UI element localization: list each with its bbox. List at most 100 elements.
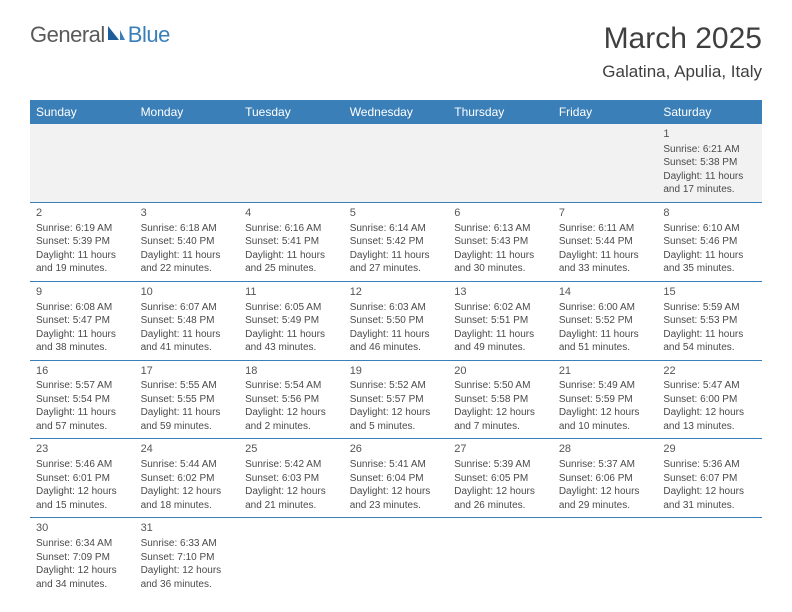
day-number: 18 xyxy=(245,364,338,379)
daylight-text: Daylight: 12 hours and 36 minutes. xyxy=(141,564,234,591)
logo: General Blue xyxy=(30,22,170,48)
daylight-text: Daylight: 12 hours and 23 minutes. xyxy=(350,485,443,512)
daylight-text: Daylight: 12 hours and 10 minutes. xyxy=(559,406,652,433)
daylight-text: Daylight: 11 hours and 51 minutes. xyxy=(559,328,652,355)
sunrise-text: Sunrise: 6:08 AM xyxy=(36,301,129,315)
sunset-text: Sunset: 5:39 PM xyxy=(36,235,129,249)
day-number: 28 xyxy=(559,442,652,457)
daylight-text: Daylight: 11 hours and 49 minutes. xyxy=(454,328,547,355)
calendar-cell xyxy=(344,124,449,202)
daylight-text: Daylight: 12 hours and 5 minutes. xyxy=(350,406,443,433)
calendar-cell: 16Sunrise: 5:57 AMSunset: 5:54 PMDayligh… xyxy=(30,360,135,439)
day-header-row: Sunday Monday Tuesday Wednesday Thursday… xyxy=(30,100,762,124)
day-number: 31 xyxy=(141,521,234,536)
day-number: 13 xyxy=(454,285,547,300)
day-number: 24 xyxy=(141,442,234,457)
sunrise-text: Sunrise: 6:14 AM xyxy=(350,222,443,236)
sunrise-text: Sunrise: 6:11 AM xyxy=(559,222,652,236)
calendar-cell: 25Sunrise: 5:42 AMSunset: 6:03 PMDayligh… xyxy=(239,439,344,518)
calendar-cell: 29Sunrise: 5:36 AMSunset: 6:07 PMDayligh… xyxy=(657,439,762,518)
sunrise-text: Sunrise: 5:50 AM xyxy=(454,379,547,393)
daylight-text: Daylight: 12 hours and 26 minutes. xyxy=(454,485,547,512)
daylight-text: Daylight: 12 hours and 7 minutes. xyxy=(454,406,547,433)
calendar-cell xyxy=(30,124,135,202)
day-number: 15 xyxy=(663,285,756,300)
sunrise-text: Sunrise: 6:16 AM xyxy=(245,222,338,236)
calendar-cell xyxy=(344,518,449,596)
sunrise-text: Sunrise: 5:44 AM xyxy=(141,458,234,472)
calendar-cell: 12Sunrise: 6:03 AMSunset: 5:50 PMDayligh… xyxy=(344,281,449,360)
day-number: 26 xyxy=(350,442,443,457)
day-number: 27 xyxy=(454,442,547,457)
sunset-text: Sunset: 5:56 PM xyxy=(245,393,338,407)
day-header: Saturday xyxy=(657,100,762,124)
sunset-text: Sunset: 7:09 PM xyxy=(36,551,129,565)
calendar-cell: 27Sunrise: 5:39 AMSunset: 6:05 PMDayligh… xyxy=(448,439,553,518)
day-number: 7 xyxy=(559,206,652,221)
calendar-cell: 2Sunrise: 6:19 AMSunset: 5:39 PMDaylight… xyxy=(30,202,135,281)
daylight-text: Daylight: 11 hours and 43 minutes. xyxy=(245,328,338,355)
sunrise-text: Sunrise: 5:46 AM xyxy=(36,458,129,472)
sunrise-text: Sunrise: 5:55 AM xyxy=(141,379,234,393)
calendar-cell: 10Sunrise: 6:07 AMSunset: 5:48 PMDayligh… xyxy=(135,281,240,360)
day-header: Wednesday xyxy=(344,100,449,124)
sunrise-text: Sunrise: 5:47 AM xyxy=(663,379,756,393)
sunrise-text: Sunrise: 6:03 AM xyxy=(350,301,443,315)
day-number: 16 xyxy=(36,364,129,379)
calendar-week-row: 30Sunrise: 6:34 AMSunset: 7:09 PMDayligh… xyxy=(30,518,762,596)
daylight-text: Daylight: 11 hours and 17 minutes. xyxy=(663,170,756,197)
sunset-text: Sunset: 5:51 PM xyxy=(454,314,547,328)
sunset-text: Sunset: 6:03 PM xyxy=(245,472,338,486)
calendar-cell: 20Sunrise: 5:50 AMSunset: 5:58 PMDayligh… xyxy=(448,360,553,439)
day-number: 3 xyxy=(141,206,234,221)
sunrise-text: Sunrise: 5:52 AM xyxy=(350,379,443,393)
logo-text-blue: Blue xyxy=(128,22,170,48)
calendar-week-row: 23Sunrise: 5:46 AMSunset: 6:01 PMDayligh… xyxy=(30,439,762,518)
calendar-cell: 3Sunrise: 6:18 AMSunset: 5:40 PMDaylight… xyxy=(135,202,240,281)
day-number: 2 xyxy=(36,206,129,221)
sunrise-text: Sunrise: 6:10 AM xyxy=(663,222,756,236)
daylight-text: Daylight: 11 hours and 33 minutes. xyxy=(559,249,652,276)
calendar-cell xyxy=(657,518,762,596)
calendar-cell: 9Sunrise: 6:08 AMSunset: 5:47 PMDaylight… xyxy=(30,281,135,360)
sunset-text: Sunset: 6:04 PM xyxy=(350,472,443,486)
day-number: 22 xyxy=(663,364,756,379)
sunset-text: Sunset: 5:43 PM xyxy=(454,235,547,249)
calendar-cell xyxy=(135,124,240,202)
logo-sail-icon xyxy=(106,22,126,48)
header: General Blue March 2025 Galatina, Apulia… xyxy=(0,0,792,90)
sunset-text: Sunset: 5:59 PM xyxy=(559,393,652,407)
daylight-text: Daylight: 11 hours and 57 minutes. xyxy=(36,406,129,433)
calendar-cell: 6Sunrise: 6:13 AMSunset: 5:43 PMDaylight… xyxy=(448,202,553,281)
sunrise-text: Sunrise: 6:00 AM xyxy=(559,301,652,315)
sunrise-text: Sunrise: 5:39 AM xyxy=(454,458,547,472)
calendar-cell xyxy=(239,124,344,202)
sunrise-text: Sunrise: 6:33 AM xyxy=(141,537,234,551)
calendar-cell xyxy=(553,518,658,596)
calendar-cell: 7Sunrise: 6:11 AMSunset: 5:44 PMDaylight… xyxy=(553,202,658,281)
sunrise-text: Sunrise: 5:49 AM xyxy=(559,379,652,393)
sunrise-text: Sunrise: 6:02 AM xyxy=(454,301,547,315)
calendar-week-row: 9Sunrise: 6:08 AMSunset: 5:47 PMDaylight… xyxy=(30,281,762,360)
sunset-text: Sunset: 5:40 PM xyxy=(141,235,234,249)
daylight-text: Daylight: 12 hours and 21 minutes. xyxy=(245,485,338,512)
daylight-text: Daylight: 11 hours and 59 minutes. xyxy=(141,406,234,433)
daylight-text: Daylight: 11 hours and 25 minutes. xyxy=(245,249,338,276)
day-number: 10 xyxy=(141,285,234,300)
sunset-text: Sunset: 5:48 PM xyxy=(141,314,234,328)
daylight-text: Daylight: 12 hours and 31 minutes. xyxy=(663,485,756,512)
daylight-text: Daylight: 12 hours and 29 minutes. xyxy=(559,485,652,512)
sunset-text: Sunset: 5:54 PM xyxy=(36,393,129,407)
daylight-text: Daylight: 11 hours and 27 minutes. xyxy=(350,249,443,276)
day-number: 1 xyxy=(663,127,756,142)
day-number: 12 xyxy=(350,285,443,300)
day-header: Friday xyxy=(553,100,658,124)
day-header: Thursday xyxy=(448,100,553,124)
sunset-text: Sunset: 5:44 PM xyxy=(559,235,652,249)
sunrise-text: Sunrise: 5:54 AM xyxy=(245,379,338,393)
calendar-cell: 28Sunrise: 5:37 AMSunset: 6:06 PMDayligh… xyxy=(553,439,658,518)
calendar-week-row: 2Sunrise: 6:19 AMSunset: 5:39 PMDaylight… xyxy=(30,202,762,281)
calendar-cell: 17Sunrise: 5:55 AMSunset: 5:55 PMDayligh… xyxy=(135,360,240,439)
calendar-cell xyxy=(448,518,553,596)
daylight-text: Daylight: 11 hours and 46 minutes. xyxy=(350,328,443,355)
